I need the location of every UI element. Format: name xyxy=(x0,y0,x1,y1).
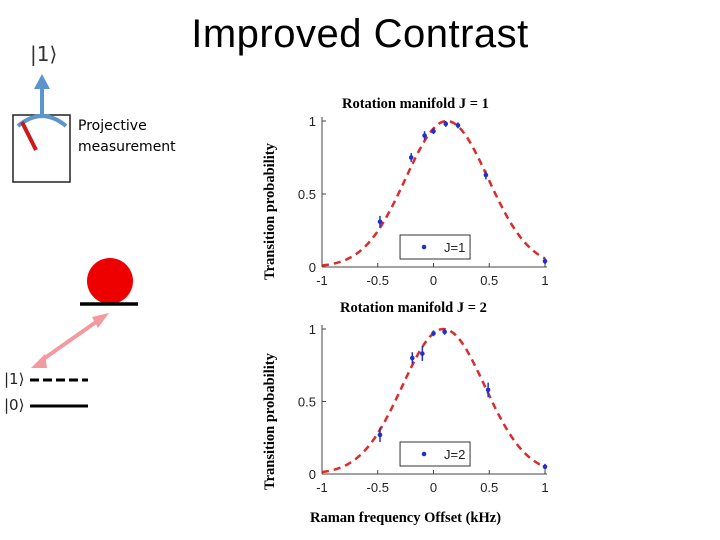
chart2-legend-marker xyxy=(421,451,427,457)
ket-one-top: |1⟩ xyxy=(30,42,58,66)
ket-level-zero: |0⟩ xyxy=(4,396,25,414)
chart1-x-tick-label: 1 xyxy=(541,273,548,288)
illustration xyxy=(12,74,138,408)
chart1-x-tick-label: -1 xyxy=(316,273,328,288)
chart1-data-point xyxy=(377,219,383,225)
chart2-legend-box xyxy=(399,441,471,467)
chart1-x-tick-label: -0.5 xyxy=(367,273,389,288)
chart2-data-point xyxy=(410,355,415,361)
x-axis-label: Raman frequency Offset (kHz) xyxy=(310,510,502,526)
chart2-x-tick-label: 0.5 xyxy=(480,480,498,495)
slide-title: Improved Contrast xyxy=(191,12,529,56)
atom-ball-icon xyxy=(80,258,138,306)
ket-level-one: |1⟩ xyxy=(4,370,25,388)
meter-icon xyxy=(12,114,71,183)
chart2-x-tick-label: -0.5 xyxy=(367,480,389,495)
chart2-title: Rotation manifold J = 2 xyxy=(340,300,487,316)
chart2-data-point xyxy=(377,432,383,438)
chart2-y-tick-label: 0 xyxy=(309,467,316,482)
chart2-data-point xyxy=(442,329,447,335)
chart2-y-tick-label: 1 xyxy=(309,322,316,337)
chart2-x-tick-label: -1 xyxy=(316,480,328,495)
projective-measurement-label: Projective measurement xyxy=(78,116,176,158)
chart1-x-tick-label: 0.5 xyxy=(480,273,498,288)
measurement-arrow-icon xyxy=(34,74,50,115)
chart1-legend-box xyxy=(399,234,471,260)
chart1-data-point xyxy=(455,123,461,128)
chart1-y-tick-label: 0.5 xyxy=(298,187,316,202)
chart2-x-tick-label: 0 xyxy=(430,480,437,495)
projective-label-line2: measurement xyxy=(78,139,176,155)
chart1-title: Rotation manifold J = 1 xyxy=(342,96,489,112)
chart2-data-point xyxy=(431,331,436,336)
projective-label-line1: Projective xyxy=(78,118,147,134)
chart1-data-point xyxy=(408,155,414,160)
chart2-legend-label: J=2 xyxy=(444,447,465,462)
chart1-data-point xyxy=(422,133,427,138)
chart2-data-point xyxy=(420,351,425,356)
chart1-legend-label: J=1 xyxy=(444,240,465,255)
chart1-data-point xyxy=(431,128,436,134)
transition-double-arrow-icon xyxy=(31,313,109,368)
chart1-data-point xyxy=(542,258,548,264)
chart1-y-tick-label: 1 xyxy=(309,114,316,129)
chart2-data-point xyxy=(542,464,548,470)
chart2-data-point xyxy=(485,387,491,393)
chart1-legend-marker xyxy=(421,244,427,250)
chart2-x-tick-label: 1 xyxy=(541,480,548,495)
chart1-y-tick-label: 0 xyxy=(309,260,316,275)
chart1-data-point xyxy=(483,172,489,178)
chart2-y-tick-label: 0.5 xyxy=(298,395,316,410)
chart1-data-point xyxy=(443,121,449,127)
chart1-x-tick-label: 0 xyxy=(430,273,437,288)
